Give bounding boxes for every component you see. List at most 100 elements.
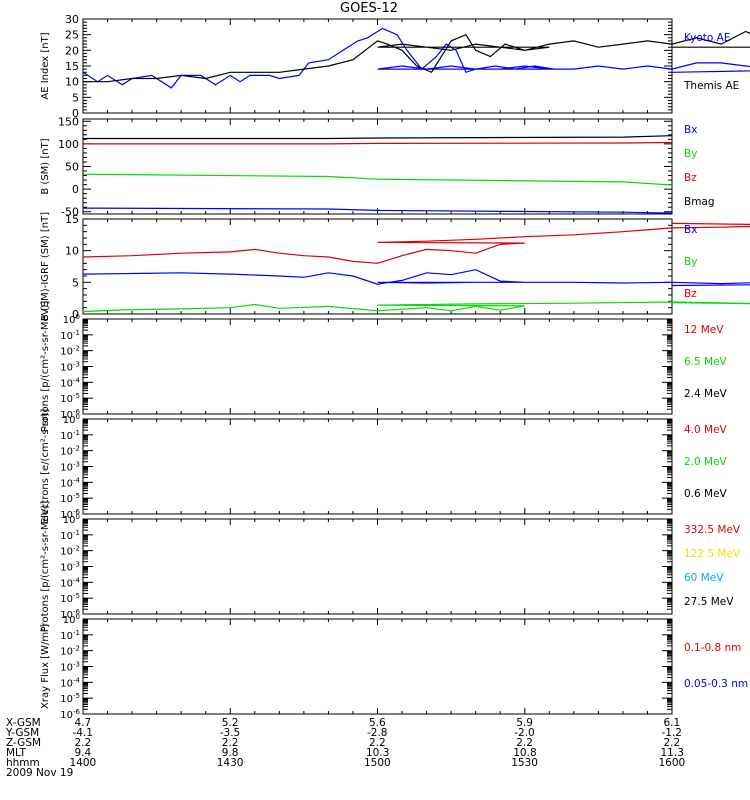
y-tick-label: 10-5 bbox=[60, 592, 80, 605]
y-axis-label: B (SM)-IGRF (SM) [nT] bbox=[40, 212, 51, 321]
y-tick-exponent: -4 bbox=[73, 376, 81, 384]
panel-frame bbox=[82, 618, 673, 715]
y-tick-label: 5 bbox=[72, 276, 79, 289]
legend-entry-by: By bbox=[684, 148, 698, 160]
ephemeris-value: 10.8 bbox=[513, 747, 537, 759]
ephemeris-value: 5.9 bbox=[516, 717, 533, 729]
y-tick-exponent: -5 bbox=[73, 592, 80, 600]
y-tick-label: 15 bbox=[65, 213, 79, 226]
legend-entry-bmag: Bmag bbox=[684, 196, 715, 208]
ephemeris-value: 5.2 bbox=[221, 717, 239, 729]
y-tick-label: 10-3 bbox=[60, 561, 80, 574]
y-tick-label: 10 bbox=[65, 245, 79, 258]
y-tick-exponent: -3 bbox=[73, 461, 80, 469]
y-tick-label: 10-2 bbox=[60, 345, 80, 358]
y-tick-label: 0 bbox=[72, 107, 79, 120]
y-tick-exponent: 0 bbox=[76, 413, 80, 421]
series-line-bz bbox=[83, 141, 673, 145]
y-axis-label: Protons [p/(cm²-s-sr-MeV)] bbox=[40, 501, 51, 633]
y-tick-label: 10-5 bbox=[60, 392, 80, 405]
y-tick-label: 10-5 bbox=[60, 492, 80, 505]
y-tick-label: 10-4 bbox=[60, 676, 80, 689]
y-tick-label: 30 bbox=[65, 13, 79, 26]
y-tick-label: 10-1 bbox=[60, 429, 80, 442]
ephemeris-value: -4.1 bbox=[72, 727, 94, 739]
legend-entry-bx: Bx bbox=[684, 124, 698, 136]
y-tick-label: 100 bbox=[58, 138, 79, 151]
series-line-bmag bbox=[83, 135, 673, 140]
ephemeris-date: 2009 Nov 19 bbox=[6, 767, 74, 779]
y-tick-exponent: -1 bbox=[73, 529, 80, 537]
y-tick-label: 0 bbox=[72, 183, 79, 196]
y-tick-label: 10-2 bbox=[60, 545, 80, 558]
ephemeris-value: 2.2 bbox=[221, 737, 239, 749]
y-tick-exponent: -4 bbox=[73, 576, 81, 584]
ephemeris-row-label: MLT bbox=[6, 747, 26, 759]
ephemeris-value: 9.4 bbox=[74, 747, 92, 759]
y-tick-exponent: -1 bbox=[73, 629, 80, 637]
legend-entry-0-05-0-3-nm: 0.05-0.3 nm bbox=[684, 678, 749, 690]
y-tick-label: 10-3 bbox=[60, 461, 80, 474]
series-line-bz bbox=[82, 222, 750, 264]
ephemeris-value: -2.0 bbox=[514, 727, 535, 739]
ephemeris-value: 1430 bbox=[216, 757, 244, 769]
ephemeris-value: 1530 bbox=[511, 757, 538, 769]
y-tick-label: 10-2 bbox=[60, 445, 80, 458]
ephemeris-row-label: Y-GSM bbox=[6, 727, 40, 739]
legend-entry-bx: Bx bbox=[684, 224, 698, 236]
y-tick-label: 100 bbox=[63, 313, 80, 326]
legend-entry-6-5-mev: 6.5 MeV bbox=[684, 356, 727, 368]
series-line-bx bbox=[82, 207, 673, 214]
y-tick-label: 10-1 bbox=[60, 529, 80, 542]
ephemeris-value: 10.3 bbox=[366, 747, 390, 759]
y-tick-label: 10 bbox=[65, 76, 79, 89]
ephemeris-value: 2.2 bbox=[74, 737, 92, 749]
ephemeris-value: 1500 bbox=[364, 757, 391, 769]
y-tick-exponent: -3 bbox=[73, 361, 80, 369]
y-tick-label: 15 bbox=[65, 60, 79, 73]
y-tick-label: 10-1 bbox=[60, 329, 80, 342]
y-tick-label: 5 bbox=[72, 91, 79, 104]
ephemeris-value: 11.3 bbox=[660, 747, 684, 759]
y-tick-label: 100 bbox=[63, 513, 80, 526]
y-tick-exponent: -4 bbox=[73, 676, 81, 684]
y-tick-label: 50 bbox=[65, 161, 79, 174]
panel-frame bbox=[82, 518, 673, 615]
ephemeris-value: -2.8 bbox=[367, 727, 388, 739]
y-tick-exponent: -2 bbox=[73, 645, 80, 653]
legend-entry-bz: Bz bbox=[684, 172, 697, 184]
y-tick-exponent: -1 bbox=[73, 329, 80, 337]
y-tick-label: 20 bbox=[65, 44, 79, 57]
series-line-themis-ae bbox=[83, 30, 750, 83]
ephemeris-value: 1400 bbox=[69, 757, 97, 769]
panel-frame bbox=[82, 318, 673, 415]
y-tick-exponent: -3 bbox=[73, 661, 80, 669]
y-axis-label: Protons [p/(cm²-s-sr-MeV)] bbox=[40, 301, 51, 433]
y-tick-label: -50 bbox=[61, 206, 79, 219]
y-tick-exponent: -6 bbox=[73, 508, 81, 516]
panel-frame bbox=[82, 18, 673, 114]
panel-frame bbox=[82, 218, 673, 315]
plot-title: GOES-12 bbox=[340, 1, 399, 16]
legend-entry-122-5-mev: 122.5 MeV bbox=[684, 548, 741, 560]
y-tick-exponent: -6 bbox=[73, 708, 81, 716]
y-tick-label: 150 bbox=[58, 115, 79, 128]
panel-frame bbox=[82, 118, 673, 215]
ephemeris-value: 1600 bbox=[658, 757, 686, 769]
legend-entry-2-0-mev: 2.0 MeV bbox=[684, 456, 727, 468]
legend-entry-332-5-mev: 332.5 MeV bbox=[684, 524, 741, 536]
y-tick-exponent: -4 bbox=[73, 476, 81, 484]
ephemeris-value: -1.2 bbox=[661, 727, 683, 739]
y-tick-exponent: -5 bbox=[73, 692, 80, 700]
ephemeris-value: 2.2 bbox=[516, 737, 533, 749]
y-tick-label: 10-4 bbox=[60, 576, 80, 589]
y-axis-label: AE Index [nT] bbox=[40, 32, 51, 99]
y-tick-exponent: 0 bbox=[76, 613, 80, 621]
panel-frame bbox=[82, 418, 673, 515]
legend-entry-themis-ae: Themis AE bbox=[684, 80, 740, 92]
series-line-bx bbox=[82, 269, 750, 287]
legend-entry-12-mev: 12 MeV bbox=[684, 324, 724, 336]
series-line-by bbox=[82, 301, 750, 313]
